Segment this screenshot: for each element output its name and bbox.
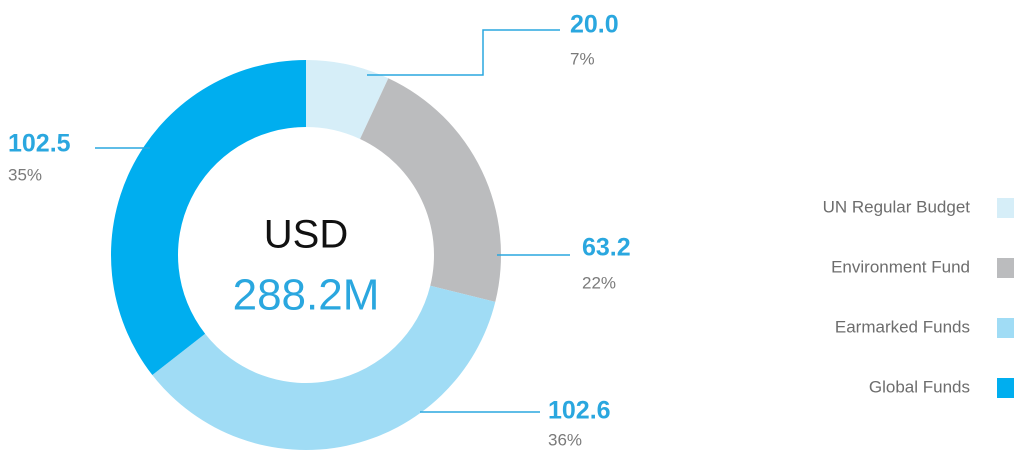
value-label: 102.6 xyxy=(548,397,611,425)
legend-swatch xyxy=(997,198,1014,218)
donut-slice xyxy=(152,285,496,451)
percent-label: 35% xyxy=(8,165,42,184)
legend-label: Environment Fund xyxy=(831,257,970,276)
percent-label: 22% xyxy=(582,273,616,292)
legend-label: Earmarked Funds xyxy=(835,317,970,336)
donut-slice xyxy=(360,78,501,302)
value-label: 63.2 xyxy=(582,234,631,262)
value-label: 102.5 xyxy=(8,130,71,158)
legend-swatch xyxy=(997,378,1014,398)
donut-slice xyxy=(111,60,306,376)
legend-label: UN Regular Budget xyxy=(823,197,971,216)
donut-slice xyxy=(306,60,389,139)
total-label: 288.2M xyxy=(233,271,380,320)
percent-label: 7% xyxy=(570,49,595,68)
legend-swatch xyxy=(997,318,1014,338)
percent-label: 36% xyxy=(548,430,582,449)
leader-line xyxy=(367,29,560,76)
legend-swatch xyxy=(997,258,1014,278)
center-label: USD xyxy=(264,213,348,257)
value-label: 20.0 xyxy=(570,11,619,39)
legend-label: Global Funds xyxy=(869,377,970,396)
